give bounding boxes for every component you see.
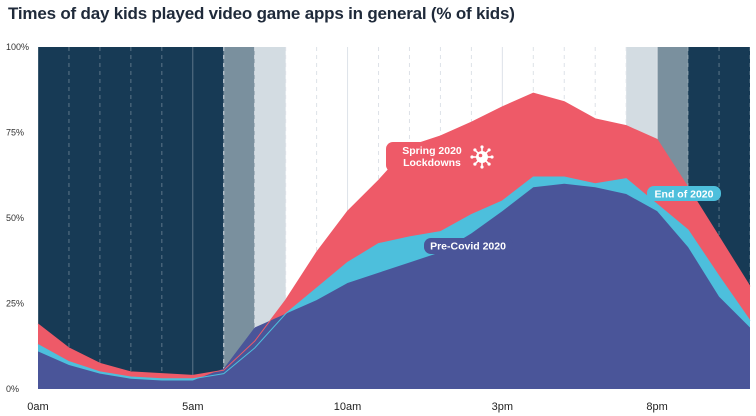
virus-spike: [481, 156, 490, 165]
virus-spike-tip: [487, 162, 491, 166]
night-band: [38, 47, 224, 389]
virus-spike-tip: [473, 162, 477, 166]
y-tick-label: 0%: [6, 384, 19, 394]
annotation-label: Spring 2020: [402, 145, 462, 157]
virus-spike-tip: [470, 155, 474, 159]
y-tick-label: 75%: [6, 128, 24, 138]
annotation-pill: [647, 186, 721, 201]
annotation-1: End of 2020: [647, 186, 721, 201]
series-area-2: [38, 183, 750, 389]
x-tick-label: 10am: [334, 401, 362, 413]
virus-spike-tip: [490, 155, 494, 159]
x-tick-label: 3pm: [492, 401, 513, 413]
x-tick-label: 8pm: [646, 401, 667, 413]
virus-spot: [478, 153, 483, 158]
virus-spike: [474, 156, 483, 165]
annotation-pill: [386, 142, 498, 172]
annotation-2: Pre-Covid 2020: [424, 238, 513, 254]
x-tick-label: 5am: [182, 401, 203, 413]
chart-title: Times of day kids played video game apps…: [8, 4, 515, 23]
virus-icon: [470, 145, 494, 169]
series-line-1: [37, 176, 751, 380]
y-tick-label: 50%: [6, 213, 24, 223]
annotation-pill: [424, 238, 513, 254]
annotation-label: Lockdowns: [403, 157, 461, 169]
annotation-label: Pre-Covid 2020: [430, 241, 506, 253]
virus-spike-tip: [473, 148, 477, 152]
annotation-label: End of 2020: [655, 189, 714, 201]
night-band: [223, 47, 255, 389]
virus-spike-tip: [487, 148, 491, 152]
x-tick-label: 0am: [27, 401, 48, 413]
y-tick-label: 100%: [6, 42, 29, 52]
virus-spike: [481, 149, 490, 158]
y-tick-label: 25%: [6, 299, 24, 309]
virus-spike-tip: [480, 145, 484, 149]
virus-spike-tip: [480, 165, 484, 169]
